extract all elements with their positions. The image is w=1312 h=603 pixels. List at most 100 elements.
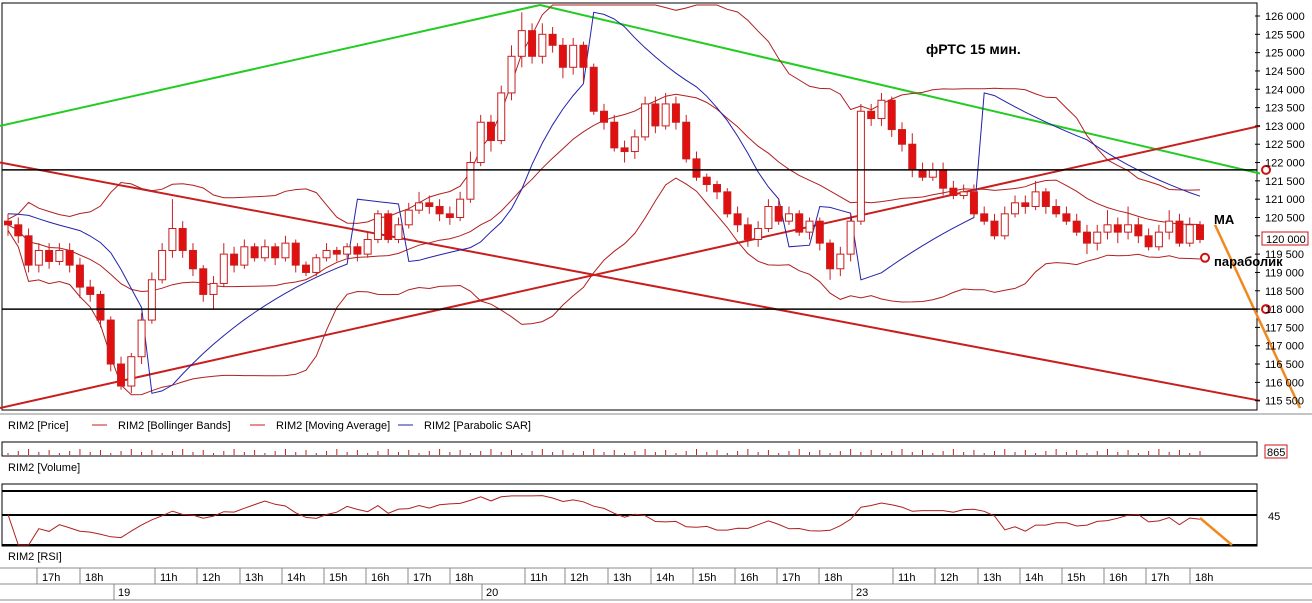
candle-body (281, 242, 290, 259)
candle-body (651, 103, 660, 127)
candle-body (538, 33, 547, 57)
volume-bars (7, 449, 1201, 455)
rsi-value: 45 (1268, 511, 1280, 523)
time-label: 16h (1109, 572, 1127, 584)
candle-body (939, 169, 948, 189)
candle-body (743, 224, 752, 240)
legend-rsi: RIM2 [RSI] (8, 551, 62, 563)
candle-body (332, 249, 341, 255)
price-tick-label: 124 500 (1265, 66, 1305, 78)
candle-body (168, 227, 177, 251)
price-tick-label: 115 500 (1265, 396, 1304, 408)
price-tick-label: 119 500 (1265, 249, 1304, 261)
candle-body (826, 242, 835, 270)
candle-body (774, 206, 783, 222)
candle-body (394, 224, 403, 240)
candle-body (898, 129, 906, 145)
candle-body (713, 184, 722, 193)
price-tick-label: 118 500 (1265, 286, 1304, 298)
trendline (0, 124, 1261, 409)
volume-panel-frame (1, 441, 1258, 457)
candle-body (1103, 224, 1112, 233)
candle-body (1041, 191, 1050, 208)
time-label: 17h (42, 572, 60, 584)
candle-body (486, 121, 495, 142)
time-label: 14h (656, 572, 674, 584)
candle-body (219, 253, 228, 284)
rsi-polyline (7, 495, 1201, 546)
candle-body (271, 246, 280, 259)
candle-body (240, 246, 249, 266)
candle-body (980, 213, 989, 222)
time-label: 13h (245, 572, 263, 584)
candle-body (476, 121, 485, 164)
price-tick-label: 118 000 (1265, 304, 1304, 316)
candle-body (65, 249, 74, 266)
time-label: 17h (413, 572, 431, 584)
candle-body (856, 110, 865, 222)
candle-body (1185, 224, 1194, 244)
price-tick-label: 121 000 (1265, 194, 1305, 206)
horizontal-levels (2, 164, 1271, 315)
legend-moving-average: RIM2 [Moving Average] (276, 420, 390, 432)
candle-body (1021, 202, 1030, 208)
trendline (539, 4, 1261, 175)
forecast-line (1213, 224, 1302, 409)
candle-body (754, 227, 763, 240)
candle-body (1196, 224, 1204, 240)
candle-body (949, 187, 958, 197)
time-label: 14h (1025, 572, 1043, 584)
candle-body (147, 279, 156, 321)
legend-price: RIM2 [Price] (8, 420, 69, 432)
time-label: 16h (740, 572, 758, 584)
candle-body (435, 206, 444, 215)
candle-body (322, 249, 331, 259)
trendline (0, 161, 1261, 402)
date-label: 19 (118, 587, 130, 599)
candle-body (86, 286, 95, 295)
candle-body (569, 44, 578, 68)
time-label: 12h (202, 572, 220, 584)
time-label: 12h (940, 572, 958, 584)
candle-body (445, 213, 454, 218)
candle-body (1082, 231, 1091, 244)
candle-body (1165, 220, 1174, 233)
time-label: 11h (898, 572, 916, 584)
candle-body (96, 293, 105, 321)
candle-body (1093, 231, 1102, 244)
candle-body (959, 191, 968, 197)
candle-body (34, 249, 43, 266)
sar-marker (1200, 252, 1210, 263)
candle-body (45, 249, 54, 262)
ma-annotation: МА (1214, 212, 1235, 227)
candle-body (784, 213, 793, 222)
candle-body (507, 55, 516, 94)
candle-body (466, 162, 475, 200)
candle-body (1000, 213, 1009, 237)
rsi-forecast (1199, 517, 1233, 546)
candle-body (528, 30, 537, 57)
price-tick-label: 121 500 (1265, 176, 1305, 188)
bollinger-lower (7, 177, 1201, 396)
candle-body (1031, 191, 1040, 208)
candle-body (928, 169, 937, 178)
candle-body (548, 33, 557, 46)
candle-body (620, 147, 629, 153)
volume-value-tag (1264, 444, 1288, 459)
candle-body (127, 356, 136, 387)
price-tick-label: 119 000 (1265, 267, 1304, 279)
bollinger-bands (7, 4, 1201, 396)
time-label: 14h (287, 572, 305, 584)
candle-body (302, 264, 310, 273)
time-label: 13h (983, 572, 1001, 584)
time-label: 15h (1067, 572, 1085, 584)
candle-body (1144, 235, 1153, 248)
candle-body (1113, 224, 1122, 233)
candle-body (404, 209, 413, 226)
level-marker (1261, 304, 1271, 315)
price-tick-label: 120 500 (1265, 212, 1305, 224)
candle-body (815, 220, 824, 244)
candle-body (867, 110, 876, 120)
level-marker (1261, 164, 1271, 175)
